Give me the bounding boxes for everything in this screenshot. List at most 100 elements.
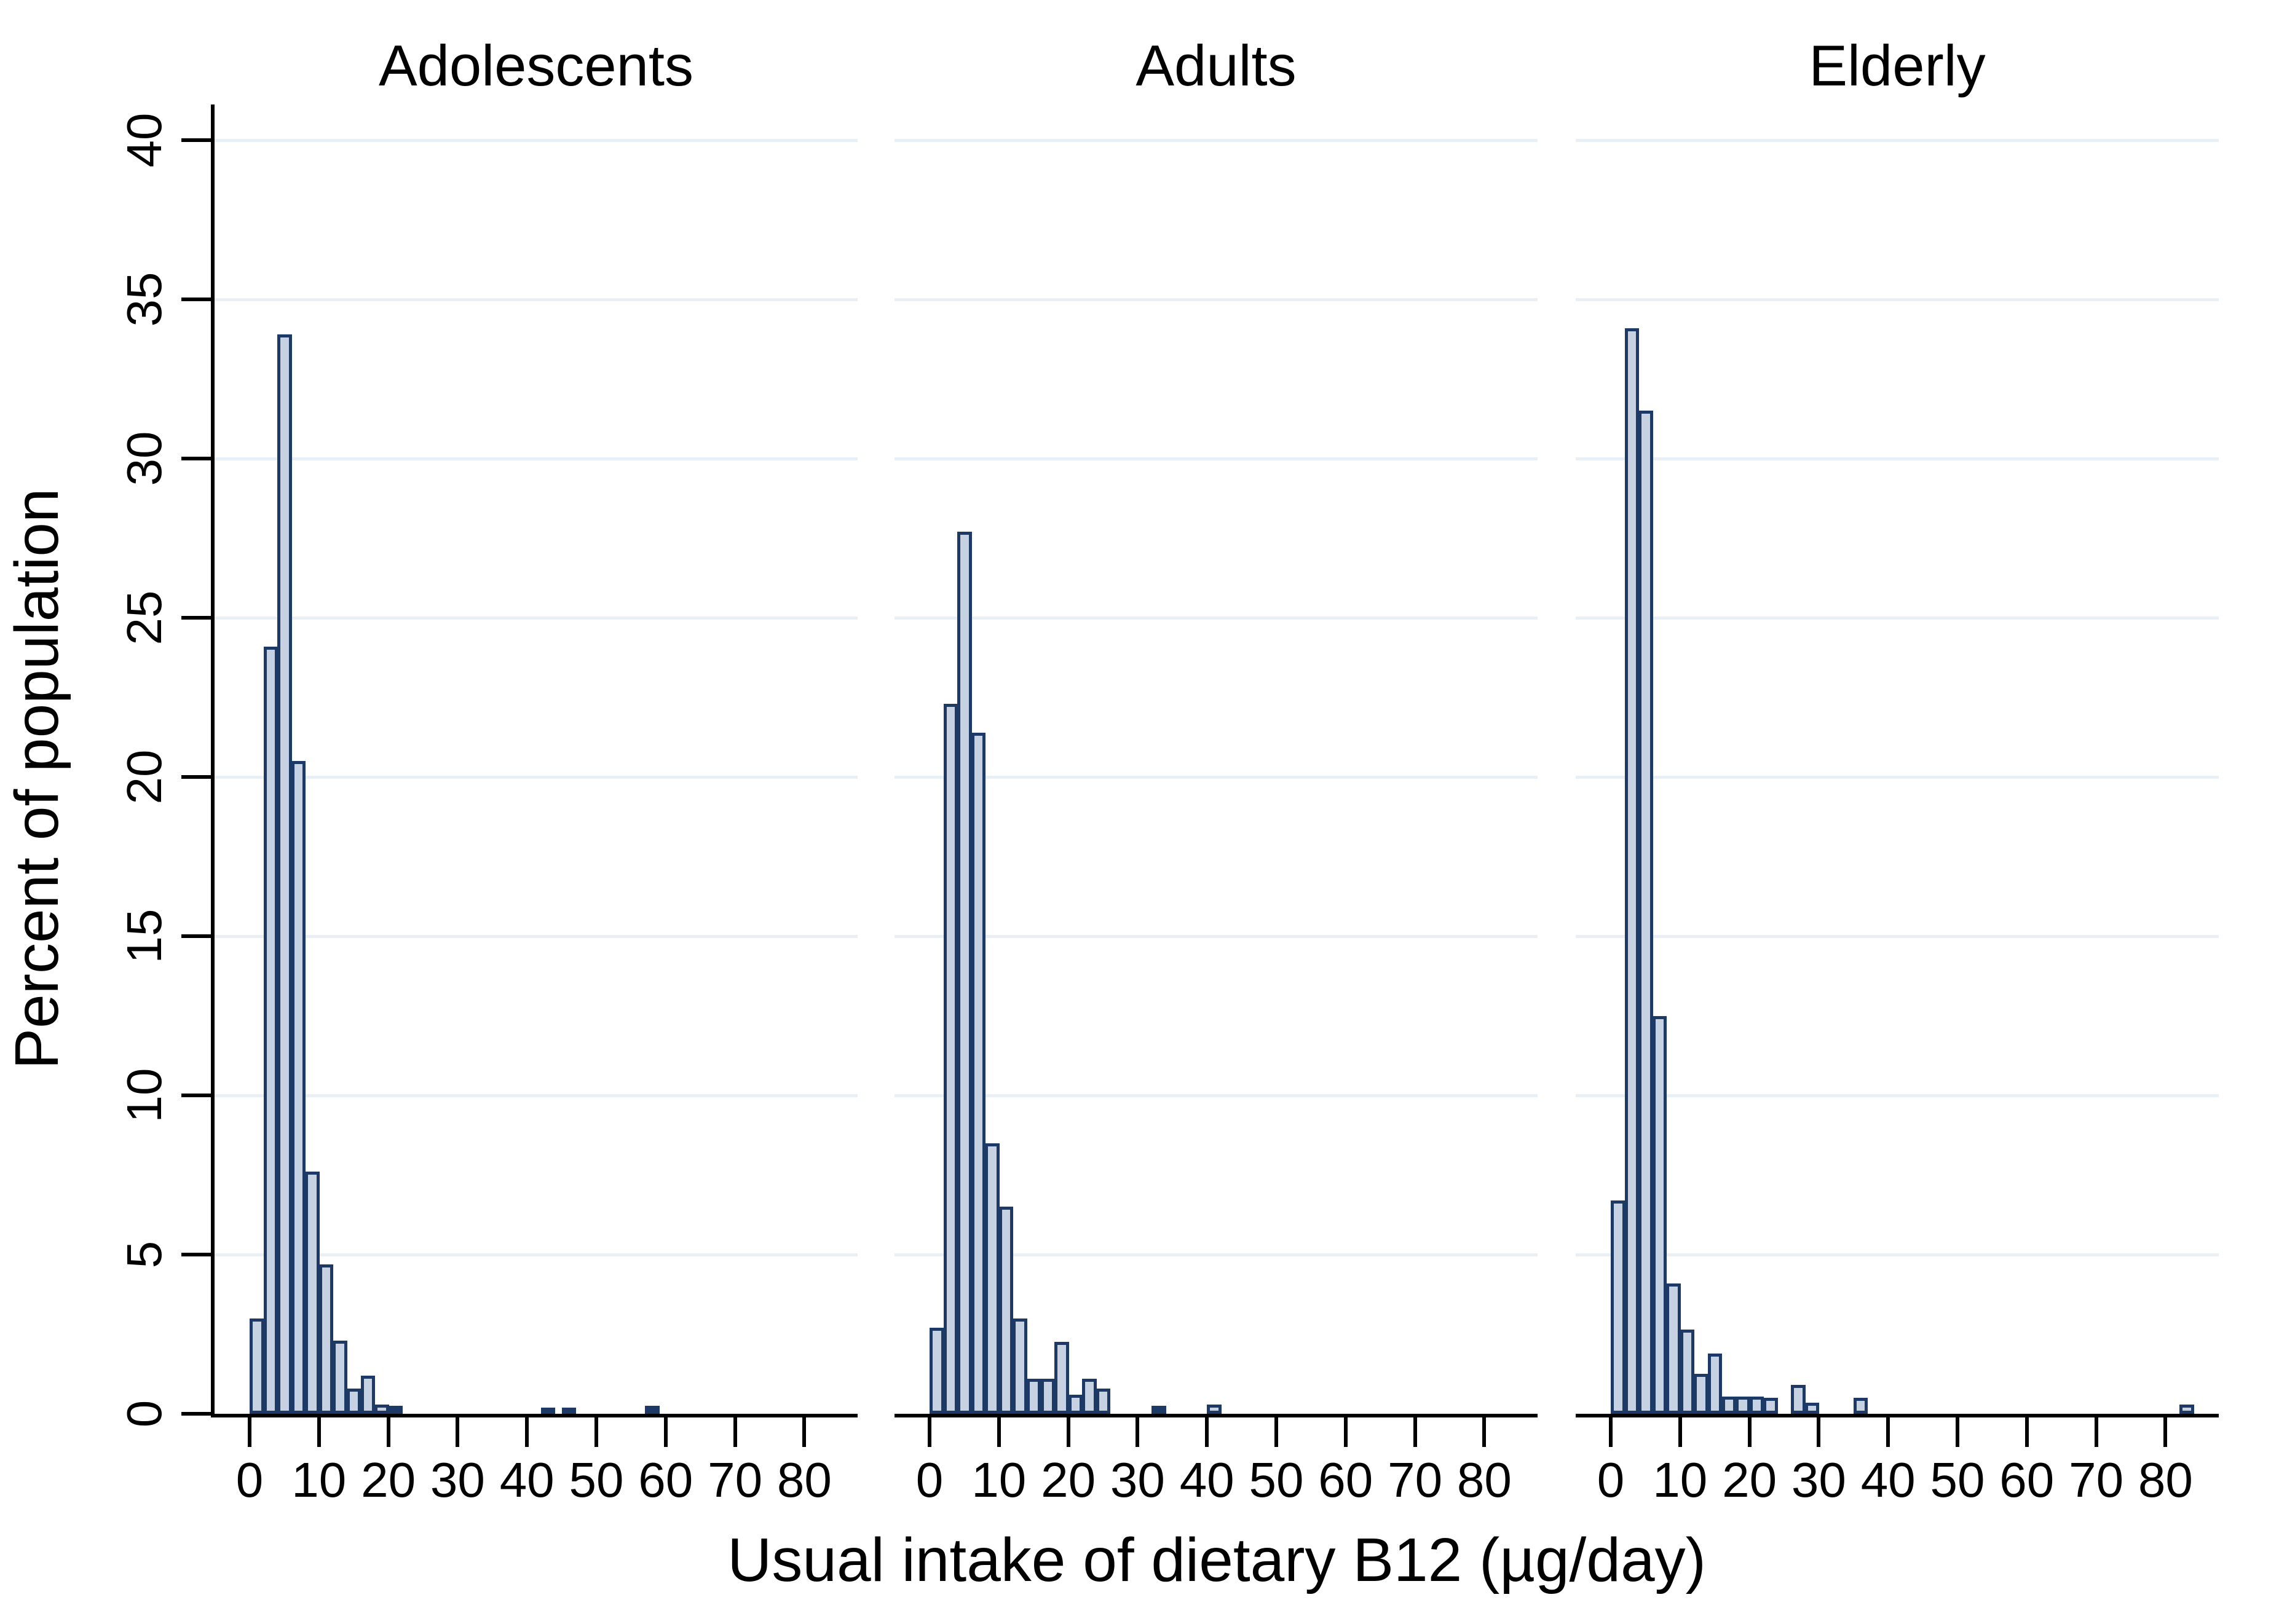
gridline xyxy=(895,1094,1538,1097)
bar-adolescents-12 xyxy=(333,1340,347,1414)
bar-elderly-4 xyxy=(1638,411,1653,1414)
x-tick xyxy=(1747,1417,1752,1447)
gridline xyxy=(1576,934,2219,938)
y-tick-label: 5 xyxy=(117,1240,172,1269)
bar-adults-10 xyxy=(998,1207,1014,1414)
y-tick-label: 25 xyxy=(117,590,172,645)
x-axis-line xyxy=(1576,1414,2219,1417)
bar-adolescents-2 xyxy=(263,646,278,1414)
x-tick-label: 40 xyxy=(499,1453,555,1507)
x-tick xyxy=(2024,1417,2029,1447)
x-tick xyxy=(386,1417,390,1447)
x-tick-label: 30 xyxy=(430,1453,485,1507)
bar-elderly-26 xyxy=(1791,1385,1806,1414)
gridline xyxy=(1576,1094,2219,1097)
x-tick xyxy=(1609,1417,1613,1447)
bar-adults-22 xyxy=(1082,1379,1097,1414)
x-tick xyxy=(317,1417,321,1447)
bar-elderly-18 xyxy=(1736,1396,1750,1414)
panel-title-adolescents: Adolescents xyxy=(378,33,694,98)
bar-elderly-22 xyxy=(1763,1398,1778,1414)
gridline xyxy=(215,138,858,142)
x-tick xyxy=(456,1417,460,1447)
y-axis-line xyxy=(211,104,215,1417)
bar-adolescents-57 xyxy=(645,1406,660,1414)
bar-adults-40 xyxy=(1207,1404,1222,1414)
gridline xyxy=(215,775,858,779)
x-tick-label: 50 xyxy=(1930,1453,1985,1507)
gridline xyxy=(1576,1253,2219,1256)
bar-adolescents-4 xyxy=(277,334,292,1414)
x-tick xyxy=(1274,1417,1278,1447)
bar-adolescents-6 xyxy=(291,761,306,1414)
x-tick-label: 80 xyxy=(2138,1453,2193,1507)
x-tick-label: 0 xyxy=(235,1453,264,1507)
x-tick-label: 20 xyxy=(1722,1453,1777,1507)
x-tick xyxy=(802,1417,807,1447)
gridline xyxy=(1576,616,2219,620)
gridline xyxy=(215,457,858,460)
x-tick-label: 10 xyxy=(1653,1453,1708,1507)
bar-adolescents-0 xyxy=(250,1318,264,1414)
x-tick xyxy=(928,1417,931,1447)
y-tick xyxy=(181,457,211,460)
x-tick xyxy=(1413,1417,1417,1447)
gridline xyxy=(895,138,1538,142)
y-tick xyxy=(181,616,211,620)
x-tick xyxy=(594,1417,598,1447)
x-tick xyxy=(1482,1417,1487,1447)
bar-elderly-82 xyxy=(2179,1404,2194,1414)
x-tick-label: 60 xyxy=(1999,1453,2055,1507)
x-tick-label: 0 xyxy=(915,1453,944,1507)
bar-elderly-14 xyxy=(1707,1353,1723,1414)
x-tick-label: 30 xyxy=(1110,1453,1165,1507)
x-axis-title: Usual intake of dietary B12 (µg/day) xyxy=(727,1526,1706,1594)
bar-adolescents-18 xyxy=(374,1404,389,1414)
gridline xyxy=(215,616,858,620)
y-tick-label: 10 xyxy=(117,1068,172,1123)
bar-elderly-8 xyxy=(1666,1283,1681,1414)
x-tick-label: 80 xyxy=(1456,1453,1512,1507)
bar-elderly-28 xyxy=(1804,1402,1820,1414)
x-tick xyxy=(1205,1417,1209,1447)
bar-adults-18 xyxy=(1054,1342,1069,1414)
gridline xyxy=(1576,138,2219,142)
gridline xyxy=(1576,457,2219,460)
y-tick xyxy=(181,138,211,142)
x-tick-label: 0 xyxy=(1597,1453,1625,1507)
y-tick-label: 40 xyxy=(117,112,172,168)
bar-adults-16 xyxy=(1040,1379,1056,1414)
x-tick xyxy=(1817,1417,1821,1447)
x-axis-line xyxy=(895,1414,1538,1417)
x-tick-label: 40 xyxy=(1179,1453,1234,1507)
x-tick-label: 80 xyxy=(776,1453,832,1507)
bar-adolescents-45 xyxy=(561,1407,577,1414)
bar-adults-4 xyxy=(957,532,972,1414)
gridline xyxy=(215,934,858,938)
y-tick xyxy=(181,775,211,779)
panel-title-adults: Adults xyxy=(1136,33,1297,98)
x-tick-label: 40 xyxy=(1860,1453,1916,1507)
x-tick xyxy=(663,1417,668,1447)
x-tick xyxy=(997,1417,1001,1447)
bar-adolescents-14 xyxy=(346,1388,361,1414)
bar-elderly-12 xyxy=(1694,1374,1708,1414)
bar-elderly-16 xyxy=(1721,1396,1737,1414)
x-tick xyxy=(248,1417,251,1447)
x-tick-label: 30 xyxy=(1791,1453,1846,1507)
y-tick xyxy=(181,1412,211,1416)
y-tick-label: 0 xyxy=(117,1400,172,1428)
gridline xyxy=(895,1253,1538,1256)
gridline xyxy=(215,1253,858,1256)
x-tick xyxy=(1956,1417,1959,1447)
x-tick-label: 10 xyxy=(971,1453,1027,1507)
x-tick xyxy=(2094,1417,2098,1447)
bar-adults-20 xyxy=(1068,1394,1083,1414)
bar-adults-0 xyxy=(930,1328,944,1414)
gridline xyxy=(215,1094,858,1097)
gridline xyxy=(215,298,858,301)
y-tick xyxy=(181,298,211,301)
bar-elderly-35 xyxy=(1853,1398,1868,1414)
x-tick xyxy=(1678,1417,1682,1447)
